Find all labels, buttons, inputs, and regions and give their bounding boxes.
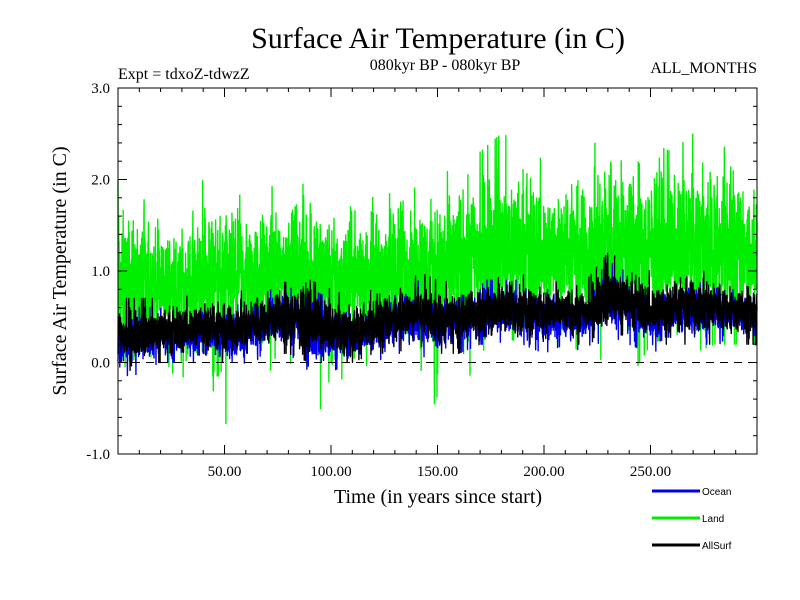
y-tick-label: 3.0 (91, 81, 110, 97)
legend-label-allsurf: AllSurf (702, 541, 732, 552)
x-tick-label: 200.00 (523, 464, 564, 480)
series-line-allsurf (117, 252, 758, 372)
period-label: 080kyr BP - 080kyr BP (370, 57, 521, 74)
chart-title: Surface Air Temperature (in C) (251, 22, 625, 55)
legend-label-ocean: Ocean (702, 487, 731, 498)
x-tick-label: 50.00 (208, 464, 242, 480)
y-axis-label: Surface Air Temperature (in C) (49, 146, 71, 395)
x-axis-label: Time (in years since start) (334, 486, 542, 508)
legend-label-land: Land (702, 514, 724, 525)
series-layer (117, 133, 758, 425)
y-tick-label: 2.0 (91, 173, 110, 189)
x-tick-label: 250.00 (630, 464, 671, 480)
plot-area: 50.00 100.00 150.00 200.00 250.00 -1.0 0.0 1.0… (86, 81, 758, 480)
y-tick-label: 1.0 (91, 264, 110, 280)
y-tick-label: -1.0 (86, 447, 110, 463)
series-line-land (117, 133, 758, 425)
x-axis: 50.00 100.00 150.00 200.00 250.00 (138, 88, 737, 480)
experiment-label: Expt = tdxoZ-tdwzZ (118, 66, 250, 83)
y-axis: -1.0 0.0 1.0 2.0 3.0 (86, 81, 757, 463)
months-label: ALL_MONTHS (650, 60, 757, 77)
y-tick-label: 0.0 (91, 356, 110, 372)
x-tick-label: 100.00 (310, 464, 351, 480)
x-tick-label: 150.00 (417, 464, 458, 480)
legend: Ocean Land AllSurf (652, 487, 732, 552)
